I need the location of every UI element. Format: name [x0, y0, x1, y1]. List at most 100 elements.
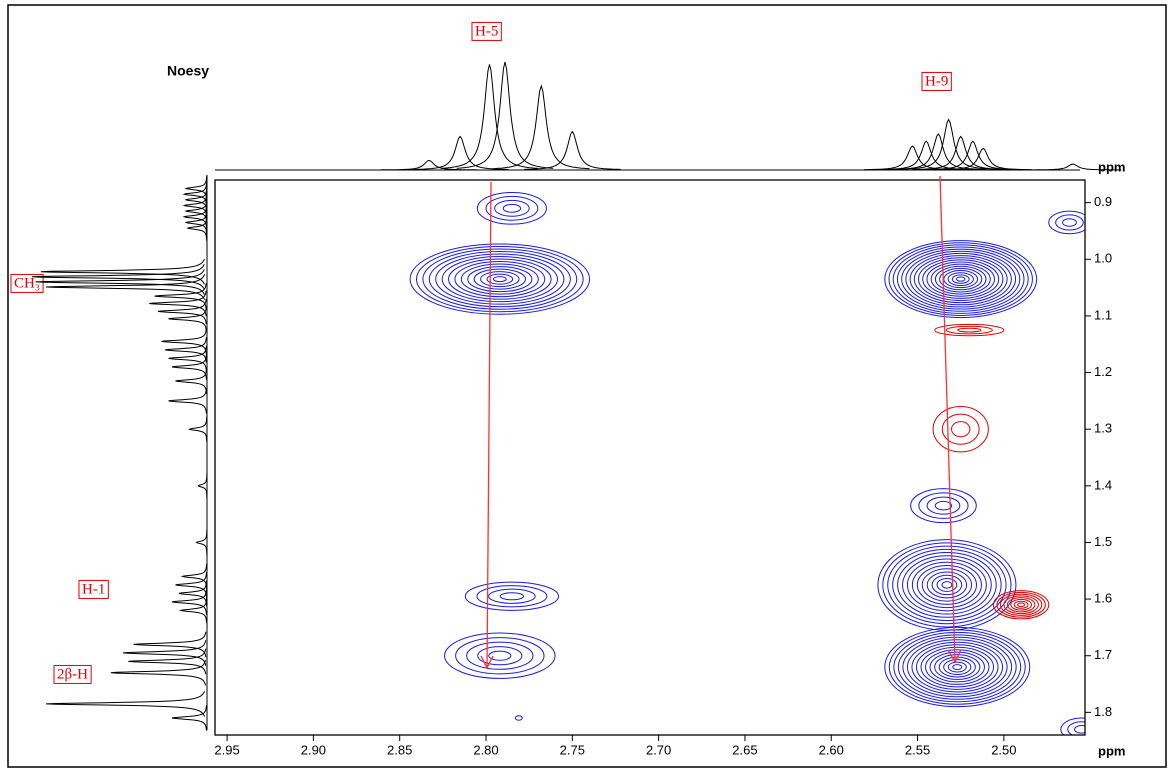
- annotation-box: [53, 664, 92, 684]
- contour: [893, 631, 1022, 703]
- contour: [931, 574, 963, 596]
- annotation: 2β-H: [57, 666, 88, 682]
- contour: [877, 539, 1017, 631]
- contour: [494, 199, 530, 217]
- x-tick-label: 2.90: [301, 742, 326, 757]
- projection-peak: [128, 648, 207, 675]
- contour: [955, 276, 966, 282]
- contour: [918, 492, 969, 519]
- contour: [910, 488, 977, 524]
- contour: [906, 558, 987, 612]
- annotation: H-1: [82, 581, 105, 597]
- projection-peak: [184, 209, 208, 236]
- projection-peak: [31, 263, 205, 290]
- projection-peak: [195, 529, 208, 556]
- contour: [448, 258, 552, 300]
- x-tick-label: 2.80: [473, 742, 498, 757]
- y-tick-label: 1.1: [1094, 307, 1112, 322]
- projection-peak: [492, 84, 590, 170]
- projection-peak: [45, 274, 205, 300]
- contour: [466, 641, 534, 670]
- annotation-box: [78, 579, 109, 599]
- contour: [943, 659, 972, 675]
- contour: [926, 571, 968, 599]
- projection-peak: [182, 203, 208, 230]
- contour: [1062, 218, 1077, 227]
- contour: [906, 639, 1008, 695]
- projection-peak: [900, 118, 997, 170]
- contour: [444, 632, 556, 679]
- contour: [1067, 721, 1085, 735]
- contour: [896, 246, 1025, 312]
- contour: [514, 715, 523, 721]
- contour: [888, 242, 1033, 316]
- contour: [934, 654, 981, 680]
- contour: [945, 325, 993, 335]
- contour: [1048, 210, 1085, 235]
- projection-peak: [154, 283, 207, 309]
- contour: [926, 496, 961, 515]
- frame: [7, 4, 1167, 768]
- y-tick-label: 1.3: [1094, 421, 1112, 436]
- contour: [480, 271, 520, 288]
- annotation: CH₃: [14, 275, 40, 291]
- projection-peak: [411, 135, 509, 170]
- projection-peak: [180, 563, 208, 590]
- contour: [934, 323, 1005, 337]
- contour: [920, 646, 995, 688]
- x-tick-label: 2.70: [646, 742, 671, 757]
- projection-peak: [197, 473, 208, 499]
- annotation-box: [10, 273, 44, 293]
- contour: [467, 266, 533, 293]
- contour: [464, 581, 560, 611]
- x-tick-label: 2.75: [560, 742, 585, 757]
- x-tick-label: 2.85: [387, 742, 412, 757]
- contour: [1013, 600, 1029, 609]
- contour: [996, 591, 1046, 618]
- contour: [932, 406, 989, 453]
- contour: [499, 592, 525, 601]
- x-tick-label: 2.65: [732, 742, 757, 757]
- contour: [897, 552, 997, 618]
- contour: [951, 274, 970, 284]
- contour: [905, 250, 1017, 308]
- projection-peak: [441, 64, 538, 169]
- y-tick-label: 1.0: [1094, 251, 1112, 266]
- contour: [1017, 602, 1026, 608]
- y-tick-label: 1.6: [1094, 591, 1112, 606]
- contour: [934, 500, 953, 511]
- contour: [936, 577, 958, 592]
- y-tick-label: 1.4: [1094, 477, 1112, 492]
- contour: [454, 261, 546, 298]
- contour: [947, 661, 967, 673]
- contour: [916, 565, 977, 605]
- contour: [897, 634, 1017, 700]
- contour: [486, 273, 514, 285]
- contour: [1010, 598, 1032, 611]
- y-tick-label: 0.9: [1094, 194, 1112, 209]
- contour: [1074, 725, 1085, 734]
- x-tick-label: 2.55: [905, 742, 930, 757]
- contour: [476, 191, 547, 225]
- contour: [909, 252, 1012, 306]
- projection-peak: [40, 258, 205, 285]
- contour: [888, 629, 1026, 705]
- contour: [473, 268, 526, 290]
- annotation-box: [471, 21, 502, 41]
- contour: [939, 267, 983, 291]
- contour: [422, 248, 578, 310]
- y-axis-label: ppm: [1098, 159, 1125, 174]
- contour: [1055, 214, 1084, 231]
- projection-peak: [175, 368, 207, 394]
- contour: [915, 644, 999, 690]
- contour: [485, 195, 539, 221]
- contour: [930, 263, 991, 295]
- arrows: [480, 175, 962, 670]
- projection-peak: [186, 215, 208, 241]
- contour: [428, 251, 571, 308]
- contour: [941, 581, 953, 589]
- contour: [918, 257, 1004, 302]
- x-axis-label: ppm: [1098, 743, 1125, 758]
- projection-peak: [133, 631, 207, 658]
- contour: [476, 585, 548, 608]
